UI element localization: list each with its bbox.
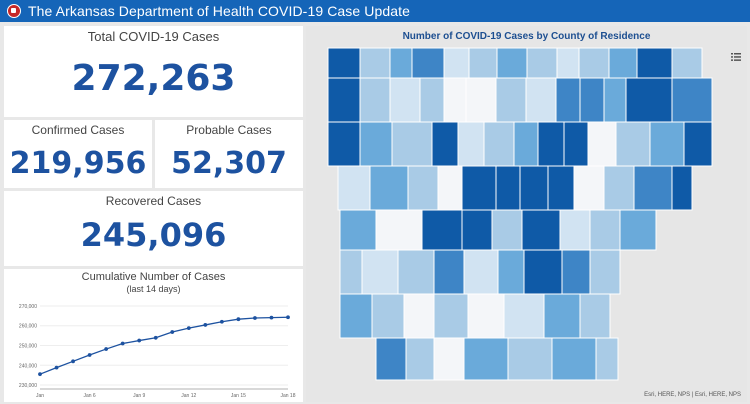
x-tick-label: Jan 9 (133, 393, 145, 399)
cumulative-chart-panel: Cumulative Number of Cases (last 14 days… (4, 269, 303, 402)
y-tick-label: 250,000 (19, 344, 37, 350)
data-point (253, 316, 257, 320)
data-point (38, 372, 42, 377)
total-cases-label: Total COVID-19 Cases (87, 29, 220, 44)
data-point (120, 341, 125, 346)
confirmed-cases-label: Confirmed Cases (31, 123, 125, 137)
ade-seal-icon (7, 4, 21, 18)
y-tick-label: 270,000 (19, 304, 37, 310)
data-point (153, 335, 158, 340)
cumulative-line-chart[interactable]: 230,000 240,000 250,000 260,000 270,000 Jan Ja… (4, 269, 303, 402)
data-point (71, 359, 75, 364)
recovered-cases-label: Recovered Cases (105, 194, 202, 208)
arkansas-county-map[interactable] (306, 26, 747, 402)
y-tick-label: 240,000 (19, 363, 37, 369)
series-line (39, 316, 289, 375)
list-icon[interactable] (731, 52, 741, 62)
data-point (170, 330, 175, 334)
total-cases-value: 272,263 (71, 58, 236, 99)
recovered-cases-value: 245,096 (80, 216, 227, 254)
recovered-cases-panel: Recovered Cases 245,096 (4, 191, 303, 266)
chart-title: Cumulative Number of Cases (81, 271, 226, 283)
confirmed-cases-panel: Confirmed Cases 219,956 (4, 120, 152, 188)
y-tick-label: 260,000 (19, 324, 37, 330)
y-tick-label: 230,000 (19, 383, 37, 389)
x-tick-label: Jan 6 (83, 393, 95, 399)
confirmed-cases-value: 219,956 (9, 146, 147, 181)
data-point (286, 315, 290, 320)
data-point (219, 319, 224, 324)
probable-cases-value: 52,307 (171, 146, 287, 181)
map-title: Number of COVID-19 Cases by County of Re… (402, 31, 651, 42)
total-cases-panel: Total COVID-19 Cases 272,263 (4, 26, 303, 117)
x-tick-label: Jan 15 (231, 393, 246, 399)
x-tick-label: Jan (36, 393, 44, 399)
data-point (54, 365, 59, 370)
data-point (186, 326, 191, 330)
data-point (236, 317, 241, 322)
page-title: The Arkansas Department of Health COVID-… (28, 3, 411, 19)
x-tick-label: Jan 18 (280, 393, 295, 399)
map-attribution: Esri, HERE, NPS | Esri, HERE, NPS (644, 392, 741, 398)
county-map-panel[interactable]: Number of COVID-19 Cases by County of Re… (306, 26, 747, 402)
data-point (203, 323, 208, 327)
data-point (269, 315, 274, 320)
data-point (104, 347, 109, 351)
x-tick-label: Jan 12 (181, 393, 196, 399)
probable-cases-panel: Probable Cases 52,307 (155, 120, 303, 188)
header-bar: The Arkansas Department of Health COVID-… (0, 0, 750, 22)
probable-cases-label: Probable Cases (186, 123, 272, 137)
chart-subtitle: (last 14 days) (126, 284, 181, 294)
data-point (87, 353, 92, 357)
data-point (137, 338, 142, 343)
